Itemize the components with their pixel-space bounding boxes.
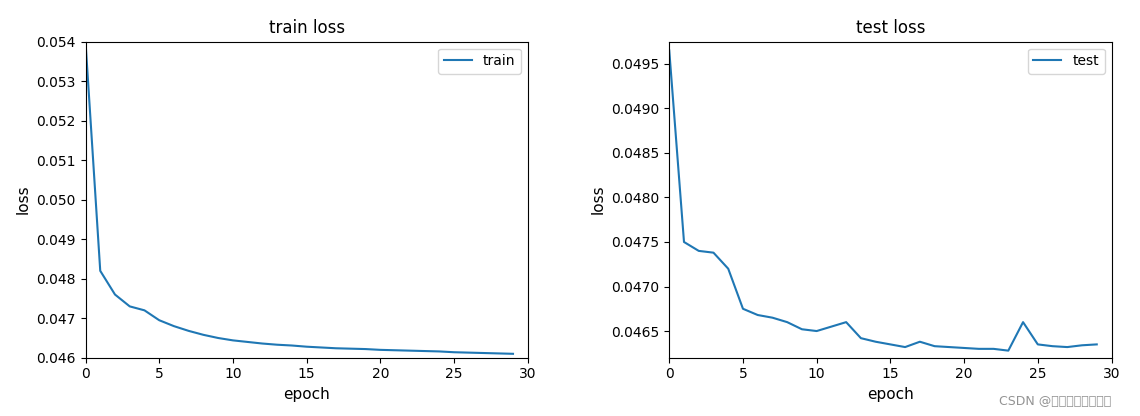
test [854,336,868,341]
test [869,339,882,344]
test [943,344,956,349]
train [270,342,284,347]
test [736,306,750,311]
test [707,250,720,255]
test [824,324,838,329]
test [913,339,927,344]
train [93,268,107,273]
train [359,347,373,352]
train [285,343,299,348]
test [884,342,897,347]
test [809,329,823,334]
test [972,347,986,352]
train [168,324,181,329]
test [1090,342,1104,347]
train [79,39,92,44]
train [123,304,137,309]
test [677,240,691,245]
train [344,346,358,351]
test [662,48,676,53]
Legend: train: train [438,49,521,74]
train [211,335,225,340]
test [839,319,853,324]
test [928,344,942,349]
test [692,248,706,253]
Legend: test: test [1028,49,1105,74]
test [987,347,1001,352]
test [766,315,780,320]
train [138,308,152,313]
train [241,339,254,344]
Title: train loss: train loss [269,19,344,37]
Y-axis label: loss: loss [591,185,605,215]
train [315,345,328,350]
test [1001,348,1015,353]
train [108,292,122,297]
train [300,344,314,349]
test [1031,342,1044,347]
train [182,328,196,333]
Line: train: train [86,42,513,354]
train [389,348,402,353]
test [1060,344,1074,349]
train [417,349,431,354]
train [329,346,343,351]
Title: test loss: test loss [856,19,926,37]
train [255,341,269,346]
test [958,345,971,350]
X-axis label: epoch: epoch [283,387,329,402]
test [795,327,808,332]
train [447,350,461,355]
X-axis label: epoch: epoch [868,387,914,402]
train [402,348,416,353]
train [506,351,520,356]
Y-axis label: loss: loss [16,185,31,215]
test [1075,343,1089,348]
test [1016,319,1029,324]
Line: test: test [669,50,1097,351]
train [432,349,446,354]
train [462,350,475,355]
test [898,344,912,349]
train [477,351,490,356]
test [1045,344,1059,349]
test [751,312,765,317]
train [196,332,210,337]
train [491,351,505,356]
train [153,318,166,323]
train [374,347,388,352]
train [226,338,239,343]
test [781,319,795,324]
Text: CSDN @机器不学习我学习: CSDN @机器不学习我学习 [1000,395,1112,408]
test [722,266,735,271]
